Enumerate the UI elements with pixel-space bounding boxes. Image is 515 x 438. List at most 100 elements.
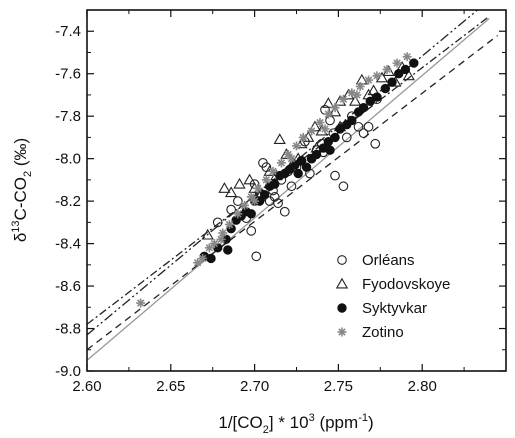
y-tick-label: -8.8 xyxy=(55,321,81,338)
point-4-5 xyxy=(209,239,219,249)
point-2-29 xyxy=(402,69,415,81)
point-4-22 xyxy=(338,94,348,104)
point-4-24 xyxy=(355,81,365,91)
point-3-38 xyxy=(223,245,233,255)
point-3-28 xyxy=(347,115,357,126)
point-1-3 xyxy=(232,196,243,206)
x-tick-label: 2.80 xyxy=(408,378,437,395)
plot-frame xyxy=(86,9,507,372)
point-3-35 xyxy=(394,69,404,79)
point-4-30 xyxy=(216,234,226,244)
point-4-32 xyxy=(286,154,296,164)
point-3-39 xyxy=(293,168,303,179)
point-2-2 xyxy=(218,182,231,193)
point-3-9 xyxy=(246,209,256,219)
point-4-21 xyxy=(330,103,340,113)
point-4-9 xyxy=(240,200,250,210)
data-points xyxy=(136,52,419,308)
point-1-2 xyxy=(226,204,236,215)
legend-label-3: Syktyvkar xyxy=(362,300,427,317)
point-4-16 xyxy=(292,141,301,151)
point-1-30 xyxy=(353,121,364,132)
y-tick-label: -9.0 xyxy=(55,363,81,380)
point-3-19 xyxy=(296,156,307,166)
point-3-31 xyxy=(365,96,375,107)
point-3-32 xyxy=(372,92,382,102)
fit-line-2 xyxy=(87,34,499,351)
x-tick-label: 2.75 xyxy=(324,378,353,395)
point-4-33 xyxy=(320,124,330,134)
x-axis-label: 1/[CO2] * 103 (ppm-1) xyxy=(218,412,373,436)
point-3-30 xyxy=(358,102,369,113)
point-4-17 xyxy=(298,132,308,142)
point-1-5 xyxy=(246,225,257,236)
point-4-20 xyxy=(323,109,333,119)
point-4-11 xyxy=(253,183,263,193)
point-1-28 xyxy=(341,132,352,143)
legend: Orléans Fyodovskoye Syktyvkar Zotino xyxy=(335,252,450,341)
y-tick-label: -7.4 xyxy=(55,23,81,40)
x-tick-label: 2.65 xyxy=(156,378,185,395)
point-4-3 xyxy=(198,253,208,263)
point-4-31 xyxy=(250,196,260,206)
x-tick-label: 2.60 xyxy=(72,378,101,395)
point-4-29 xyxy=(402,52,412,62)
point-2-21 xyxy=(349,95,362,106)
point-4-1 xyxy=(136,298,146,308)
legend-label-1: Orléans xyxy=(362,252,415,269)
point-1-7 xyxy=(251,251,262,262)
point-4-14 xyxy=(276,158,286,168)
y-tick-label: -8.4 xyxy=(55,236,81,253)
point-2-10 xyxy=(273,133,286,144)
fit-line-3 xyxy=(87,15,490,325)
point-3-26 xyxy=(335,124,345,134)
point-3-40 xyxy=(325,145,335,155)
point-3-12 xyxy=(259,190,270,200)
point-4-28 xyxy=(392,58,402,68)
point-1-27 xyxy=(338,181,349,192)
point-4-18 xyxy=(307,126,317,136)
point-1-32 xyxy=(363,121,374,132)
legend-marker-1 xyxy=(337,255,347,265)
point-1-1 xyxy=(212,217,223,228)
series-4 xyxy=(136,52,412,308)
point-1-33 xyxy=(370,138,381,149)
point-4-27 xyxy=(382,64,392,74)
y-tick-label: -7.6 xyxy=(55,66,81,83)
point-4-8 xyxy=(233,209,243,219)
point-1-13 xyxy=(273,198,283,209)
point-3-14 xyxy=(270,179,280,189)
series-3 xyxy=(199,58,419,264)
point-3-37 xyxy=(409,58,419,68)
point-4-7 xyxy=(224,219,234,229)
point-1-16 xyxy=(286,181,297,192)
point-2-17 xyxy=(322,97,335,108)
point-4-25 xyxy=(364,75,374,85)
point-3-20 xyxy=(301,162,312,172)
y-axis: -9.0 -8.8 -8.6 -8.4 -8.2 -8.0 -7.8 -7.6 -7.4 xyxy=(55,9,506,380)
y-tick-label: -8.6 xyxy=(55,278,81,295)
point-3-36 xyxy=(400,64,411,75)
legend-marker-3 xyxy=(337,303,347,313)
legend-marker-4 xyxy=(337,327,347,337)
legend-marker-2 xyxy=(335,277,349,289)
point-2-3 xyxy=(224,186,238,198)
point-4-6 xyxy=(218,228,228,238)
point-2-5 xyxy=(243,173,256,185)
point-4-34 xyxy=(352,90,362,100)
point-1-31 xyxy=(358,128,369,139)
point-3-33 xyxy=(380,83,391,94)
y-tick-label: -8.2 xyxy=(55,193,81,210)
x-axis: 2.60 2.65 2.70 2.75 2.80 xyxy=(72,10,465,395)
y-tick-label: -7.8 xyxy=(55,108,81,125)
point-3-2 xyxy=(206,253,216,264)
point-2-1 xyxy=(201,228,214,240)
point-1-26 xyxy=(330,170,340,181)
point-3-22 xyxy=(311,149,322,160)
point-3-34 xyxy=(387,77,397,87)
point-4-13 xyxy=(268,166,278,176)
y-tick-label: -8.0 xyxy=(55,151,81,168)
point-1-37 xyxy=(279,206,290,217)
point-3-18 xyxy=(290,160,300,170)
point-1-24 xyxy=(325,115,335,126)
